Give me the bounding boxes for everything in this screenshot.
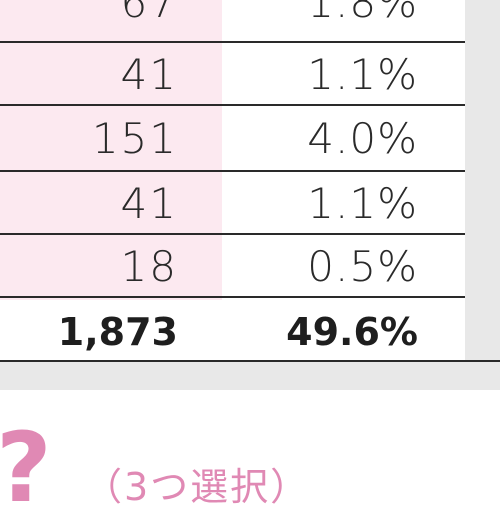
side-column-background: [465, 0, 500, 300]
percent-cell: 1.1%: [307, 179, 418, 228]
count-cell: 41: [120, 50, 178, 99]
total-row-background: [0, 300, 500, 362]
count-cell: 18: [120, 242, 178, 291]
total-count-cell: 1,873: [57, 310, 178, 354]
count-cell: 41: [120, 179, 178, 228]
total-percent-cell: 49.6%: [286, 310, 418, 354]
percent-cell: 1.8%: [307, 0, 418, 27]
count-cell: 151: [91, 114, 178, 163]
percent-column-background: [222, 0, 465, 300]
count-cell: 67: [120, 0, 178, 27]
row-divider: [0, 104, 465, 106]
total-side-background: [465, 300, 500, 362]
question-mark: ?: [0, 412, 52, 524]
count-column-background: [0, 0, 222, 300]
table-bottom-rule: [0, 360, 500, 362]
row-divider: [0, 233, 465, 235]
row-divider: [0, 41, 465, 43]
percent-cell: 0.5%: [307, 242, 418, 291]
section-divider-band: [0, 362, 500, 390]
selection-note: （3つ選択）: [84, 465, 311, 509]
row-divider: [0, 170, 465, 172]
percent-cell: 1.1%: [307, 50, 418, 99]
percent-cell: 4.0%: [307, 114, 418, 163]
row-divider: [0, 296, 465, 298]
